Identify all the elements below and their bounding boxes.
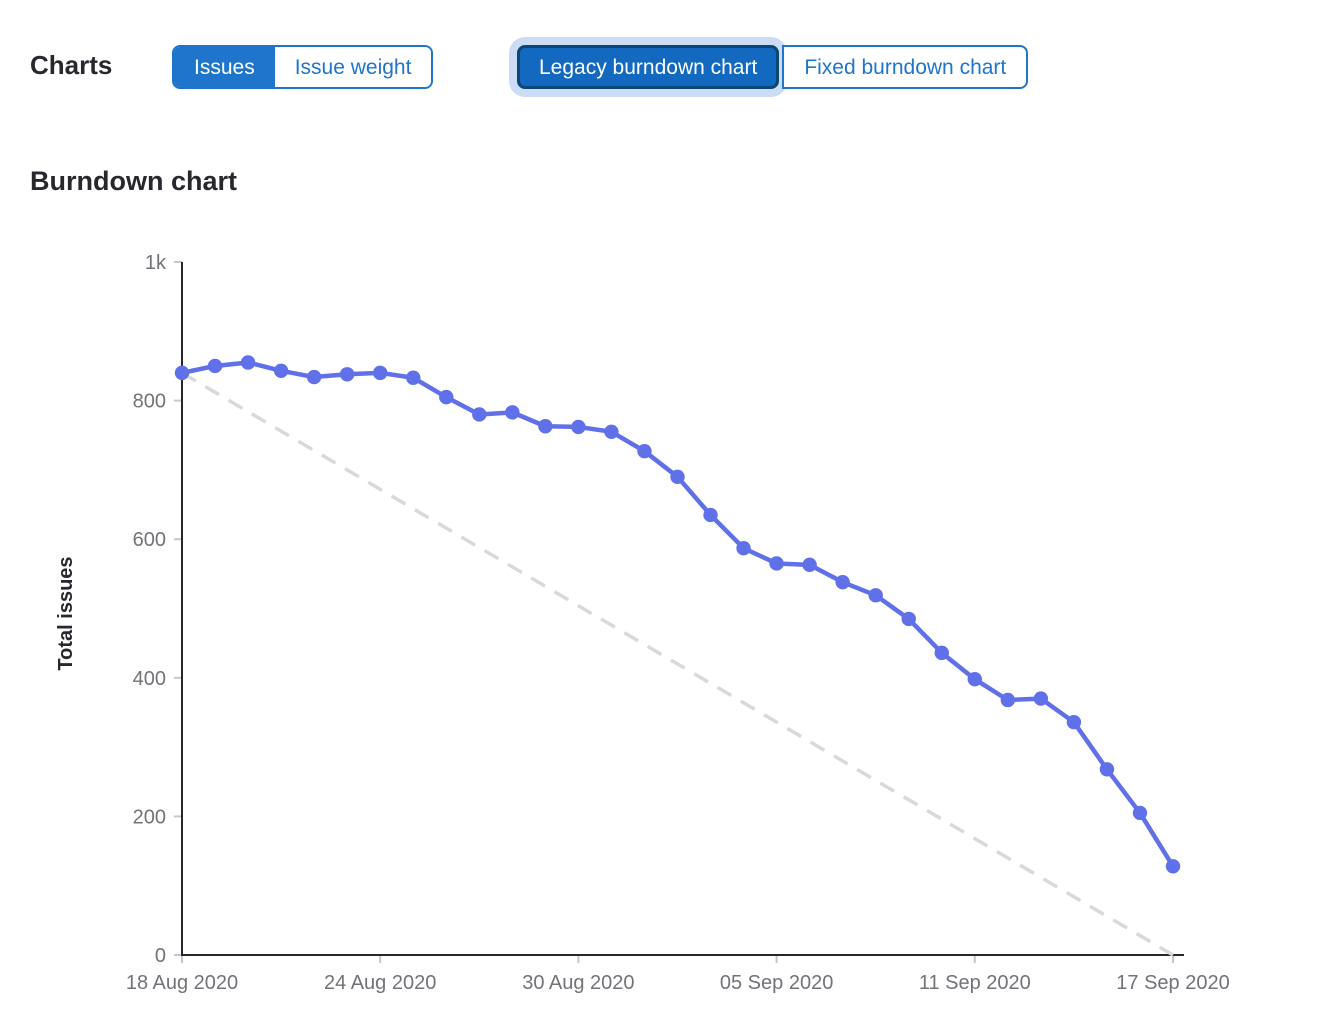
data-point[interactable] <box>207 358 223 374</box>
data-point[interactable] <box>1066 714 1082 730</box>
x-tick-label: 30 Aug 2020 <box>522 972 634 994</box>
ideal-guideline <box>181 371 1174 957</box>
data-point[interactable] <box>604 424 619 439</box>
y-tick-label: 800 <box>133 391 166 413</box>
data-point[interactable] <box>538 419 553 434</box>
data-point[interactable] <box>1165 859 1181 874</box>
data-point[interactable] <box>769 556 784 571</box>
issues-toggle-button[interactable]: Issues <box>174 47 275 87</box>
data-point[interactable] <box>505 405 520 420</box>
issue-weight-toggle-button[interactable]: Issue weight <box>274 47 432 87</box>
data-point[interactable] <box>1000 692 1016 708</box>
y-axis-title: Total issues <box>55 556 77 670</box>
data-point[interactable] <box>373 365 388 381</box>
data-point[interactable] <box>306 369 322 385</box>
data-point[interactable] <box>406 370 421 385</box>
data-point[interactable] <box>967 671 982 687</box>
x-tick-label: 11 Sep 2020 <box>919 972 1031 994</box>
y-tick-label: 400 <box>133 668 166 690</box>
metric-toggle-group: Issues Issue weight <box>172 45 434 89</box>
y-tick-label: 200 <box>133 806 166 828</box>
burndown-type-toggle-group: Legacy burndown chart Fixed burndown cha… <box>517 45 1029 89</box>
data-point[interactable] <box>273 363 289 379</box>
y-tick-label: 600 <box>133 529 166 551</box>
data-point[interactable] <box>339 367 355 382</box>
data-point[interactable] <box>868 588 883 603</box>
legacy-burndown-chart-button[interactable]: Legacy burndown chart <box>517 45 780 89</box>
data-point[interactable] <box>901 611 916 627</box>
data-point[interactable] <box>174 365 190 381</box>
charts-label: Charts <box>30 50 113 80</box>
page-title: Burndown chart <box>30 166 237 196</box>
x-tick-label: 05 Sep 2020 <box>720 972 833 994</box>
data-point[interactable] <box>240 355 256 370</box>
data-point[interactable] <box>934 645 949 661</box>
data-point[interactable] <box>736 541 751 556</box>
y-tick-label: 1k <box>145 252 167 274</box>
data-point[interactable] <box>1033 691 1049 706</box>
data-point[interactable] <box>439 389 454 405</box>
y-tick-label: 0 <box>155 945 166 967</box>
x-tick-label: 18 Aug 2020 <box>126 972 238 994</box>
x-tick-label: 17 Sep 2020 <box>1116 972 1229 994</box>
axes <box>181 262 1184 956</box>
data-point[interactable] <box>670 469 685 485</box>
data-point[interactable] <box>1099 762 1115 777</box>
data-point[interactable] <box>703 507 718 523</box>
x-tick-label: 24 Aug 2020 <box>324 972 436 994</box>
issues-line <box>179 360 1176 869</box>
fixed-burndown-chart-button[interactable]: Fixed burndown chart <box>782 45 1029 89</box>
data-point[interactable] <box>571 419 586 435</box>
data-point[interactable] <box>835 574 850 590</box>
data-point[interactable] <box>472 407 487 422</box>
data-point[interactable] <box>802 557 817 573</box>
data-point[interactable] <box>637 443 652 459</box>
data-point[interactable] <box>1132 805 1148 821</box>
